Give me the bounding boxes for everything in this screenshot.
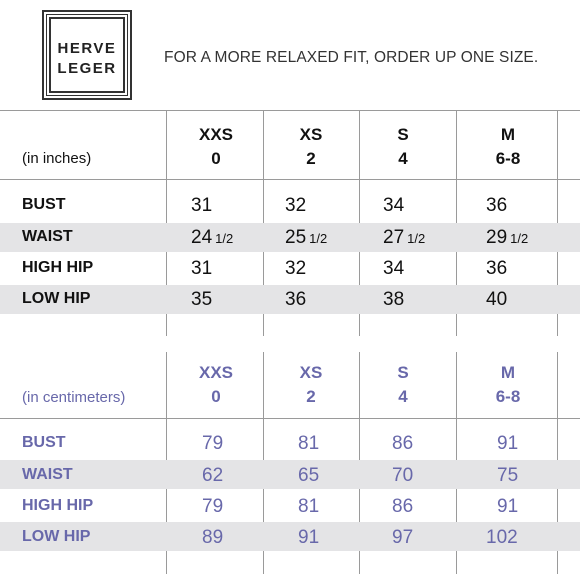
- measurement-value: 86: [392, 433, 414, 454]
- size-name: S: [397, 363, 409, 382]
- logo-line-1: HERVE: [57, 40, 117, 57]
- row-label: HIGH HIP: [22, 497, 94, 514]
- size-header: XS 2: [266, 123, 356, 171]
- row-band: [0, 285, 580, 314]
- measurement-value: 91: [497, 433, 519, 454]
- row-band: [0, 460, 580, 489]
- measurement-value: 32: [285, 195, 307, 216]
- size-name: XXS: [198, 363, 234, 382]
- measurement-value: 36: [285, 289, 307, 310]
- size-header: XXS 0: [171, 361, 261, 409]
- measurement-value: 38: [383, 289, 405, 310]
- row-band: [0, 223, 580, 252]
- size-header: XXS 0: [171, 123, 261, 171]
- measurement-value: 86: [392, 496, 414, 517]
- measurement-value: 36: [486, 258, 508, 279]
- row-label: LOW HIP: [22, 528, 91, 545]
- table-rule: [0, 110, 580, 111]
- herve-leger-logo: HERVE LEGER: [42, 10, 132, 100]
- size-name: XXS: [198, 125, 234, 144]
- fit-tagline: FOR A MORE RELAXED FIT, ORDER UP ONE SIZ…: [164, 49, 539, 66]
- measurement-value: 32: [285, 258, 307, 279]
- measurement-value: 34: [383, 195, 405, 216]
- size-header: M 6-8: [463, 361, 553, 409]
- header-rule: [0, 418, 580, 419]
- row-label: WAIST: [22, 466, 73, 483]
- measurement-value: 81: [298, 496, 320, 517]
- measurement-value: 36: [486, 195, 508, 216]
- size-header: S 4: [358, 123, 448, 171]
- size-number: 2: [306, 149, 316, 168]
- measurement-value: 91: [497, 496, 519, 517]
- size-name: S: [397, 125, 409, 144]
- row-label: HIGH HIP: [22, 259, 94, 276]
- measurement-value: 97: [392, 527, 414, 548]
- measurement-value: 24 1/2: [191, 227, 234, 248]
- size-name: M: [500, 363, 516, 382]
- measurement-value: 27 1/2: [383, 227, 426, 248]
- measurement-value: 35: [191, 289, 213, 310]
- measurement-value: 34: [383, 258, 405, 279]
- measurement-value: 91: [298, 527, 320, 548]
- row-label: BUST: [22, 434, 66, 451]
- size-header: M 6-8: [463, 123, 553, 171]
- size-name: M: [500, 125, 516, 144]
- measurement-value: 62: [202, 465, 224, 486]
- measurement-value: 79: [202, 433, 224, 454]
- measurement-value: 75: [497, 465, 519, 486]
- row-band: [0, 522, 580, 551]
- row-label: LOW HIP: [22, 290, 91, 307]
- measurement-value: 65: [298, 465, 320, 486]
- measurement-value: 31: [191, 195, 213, 216]
- measurement-value: 31: [191, 258, 213, 279]
- size-number: 2: [306, 387, 316, 406]
- size-name: XS: [299, 363, 323, 382]
- row-label: WAIST: [22, 228, 73, 245]
- size-number: 4: [398, 149, 408, 168]
- size-header: S 4: [358, 361, 448, 409]
- unit-label: (in inches): [22, 150, 92, 167]
- logo-line-2: LEGER: [57, 60, 117, 77]
- size-number: 6-8: [495, 149, 521, 168]
- size-name: XS: [299, 125, 323, 144]
- size-header: XS 2: [266, 361, 356, 409]
- size-number: 0: [211, 149, 221, 168]
- measurement-value: 102: [486, 527, 518, 548]
- measurement-value: 25 1/2: [285, 227, 328, 248]
- measurement-value: 89: [202, 527, 224, 548]
- header-rule: [0, 179, 580, 180]
- size-number: 4: [398, 387, 408, 406]
- row-label: BUST: [22, 196, 66, 213]
- size-number: 0: [211, 387, 221, 406]
- unit-label: (in centimeters): [22, 389, 126, 406]
- size-number: 6-8: [495, 387, 521, 406]
- measurement-value: 40: [486, 289, 508, 310]
- measurement-value: 79: [202, 496, 224, 517]
- measurement-value: 29 1/2: [486, 227, 529, 248]
- measurement-value: 81: [298, 433, 320, 454]
- measurement-value: 70: [392, 465, 414, 486]
